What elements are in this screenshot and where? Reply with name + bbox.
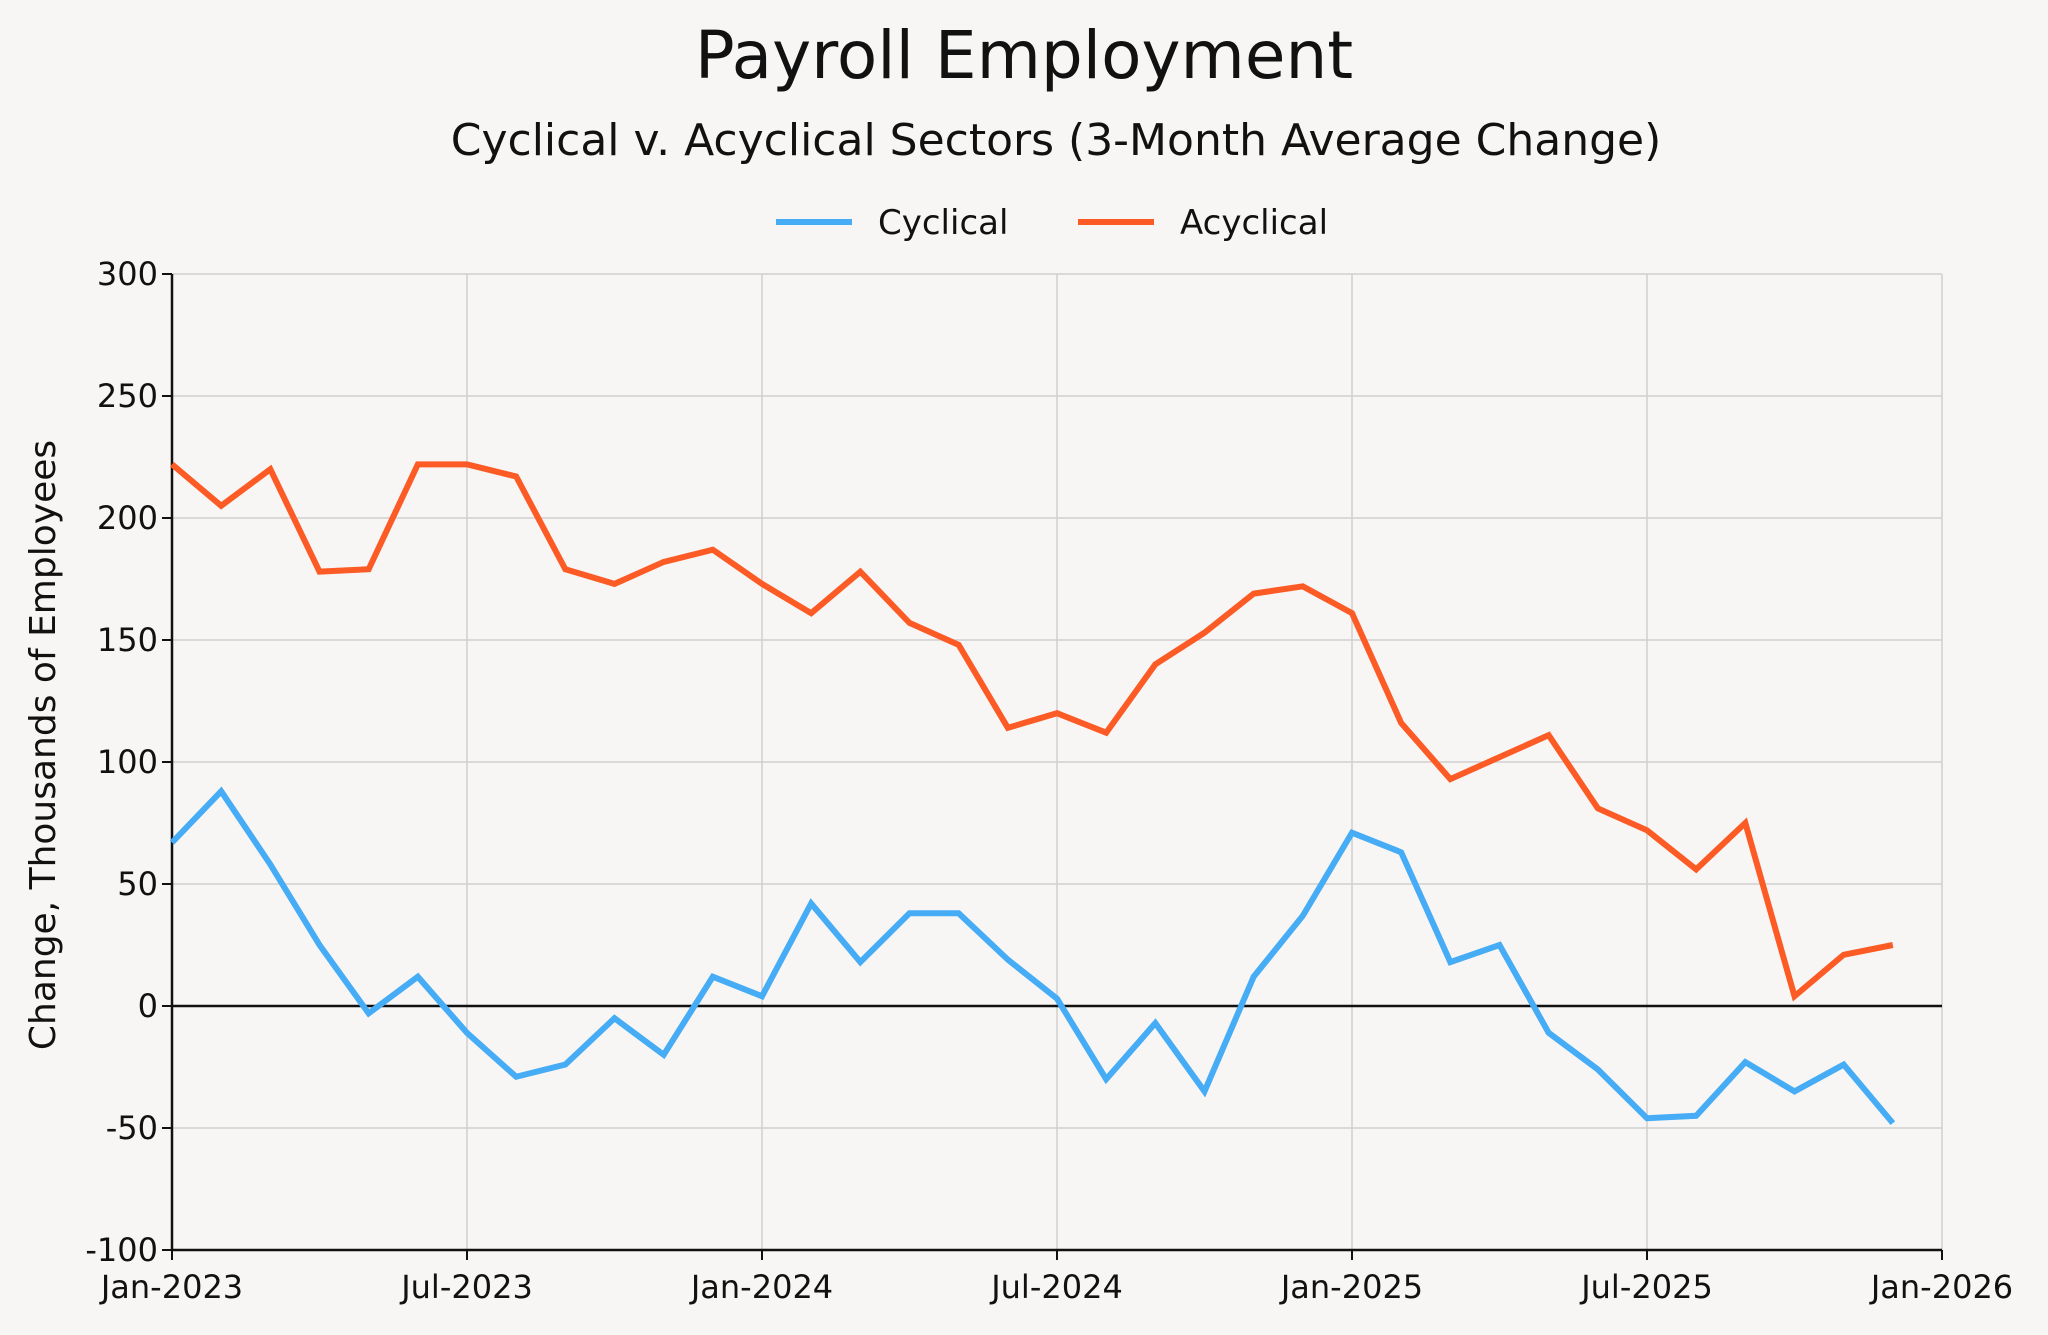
y-tick-label: 0 <box>138 987 158 1025</box>
y-tick-label: -100 <box>85 1231 158 1269</box>
y-tick-label: 50 <box>117 865 158 903</box>
legend-label-cyclical: Cyclical <box>878 203 1008 243</box>
x-tick-label: Jul-2025 <box>1579 1268 1713 1306</box>
y-tick-label: 100 <box>97 743 158 781</box>
x-tick-label: Jan-2023 <box>99 1268 243 1306</box>
y-tick-label: -50 <box>106 1109 158 1147</box>
chart-title: Payroll Employment <box>695 17 1353 94</box>
series-line-cyclical <box>169 786 1896 1126</box>
y-tick-label: 200 <box>97 499 158 537</box>
legend-label-acyclical: Acyclical <box>1180 203 1328 243</box>
series-layer <box>169 461 1896 1126</box>
x-tick-label: Jan-2024 <box>689 1268 833 1306</box>
x-tick-label: Jul-2023 <box>399 1268 533 1306</box>
x-tick-label: Jan-2026 <box>1869 1268 2013 1306</box>
axes <box>162 273 1943 1260</box>
y-tick-label: 150 <box>97 621 158 659</box>
x-tick-label: Jul-2024 <box>989 1268 1123 1306</box>
tick-labels: -100 -50 0 50 100 150 200 250 300 Jan-2023 Jul-202… <box>85 255 2013 1306</box>
y-axis-title: Change, Thousands of Employees <box>23 440 64 1050</box>
y-tick-label: 250 <box>97 377 158 415</box>
chart-subtitle: Cyclical v. Acyclical Sectors (3-Month A… <box>451 115 1662 166</box>
grid <box>172 273 1943 1251</box>
y-tick-label: 300 <box>97 255 158 293</box>
series-line-acyclical <box>170 461 1894 1002</box>
legend: Cyclical Acyclical <box>776 203 1328 243</box>
x-tick-label: Jan-2025 <box>1279 1268 1423 1306</box>
